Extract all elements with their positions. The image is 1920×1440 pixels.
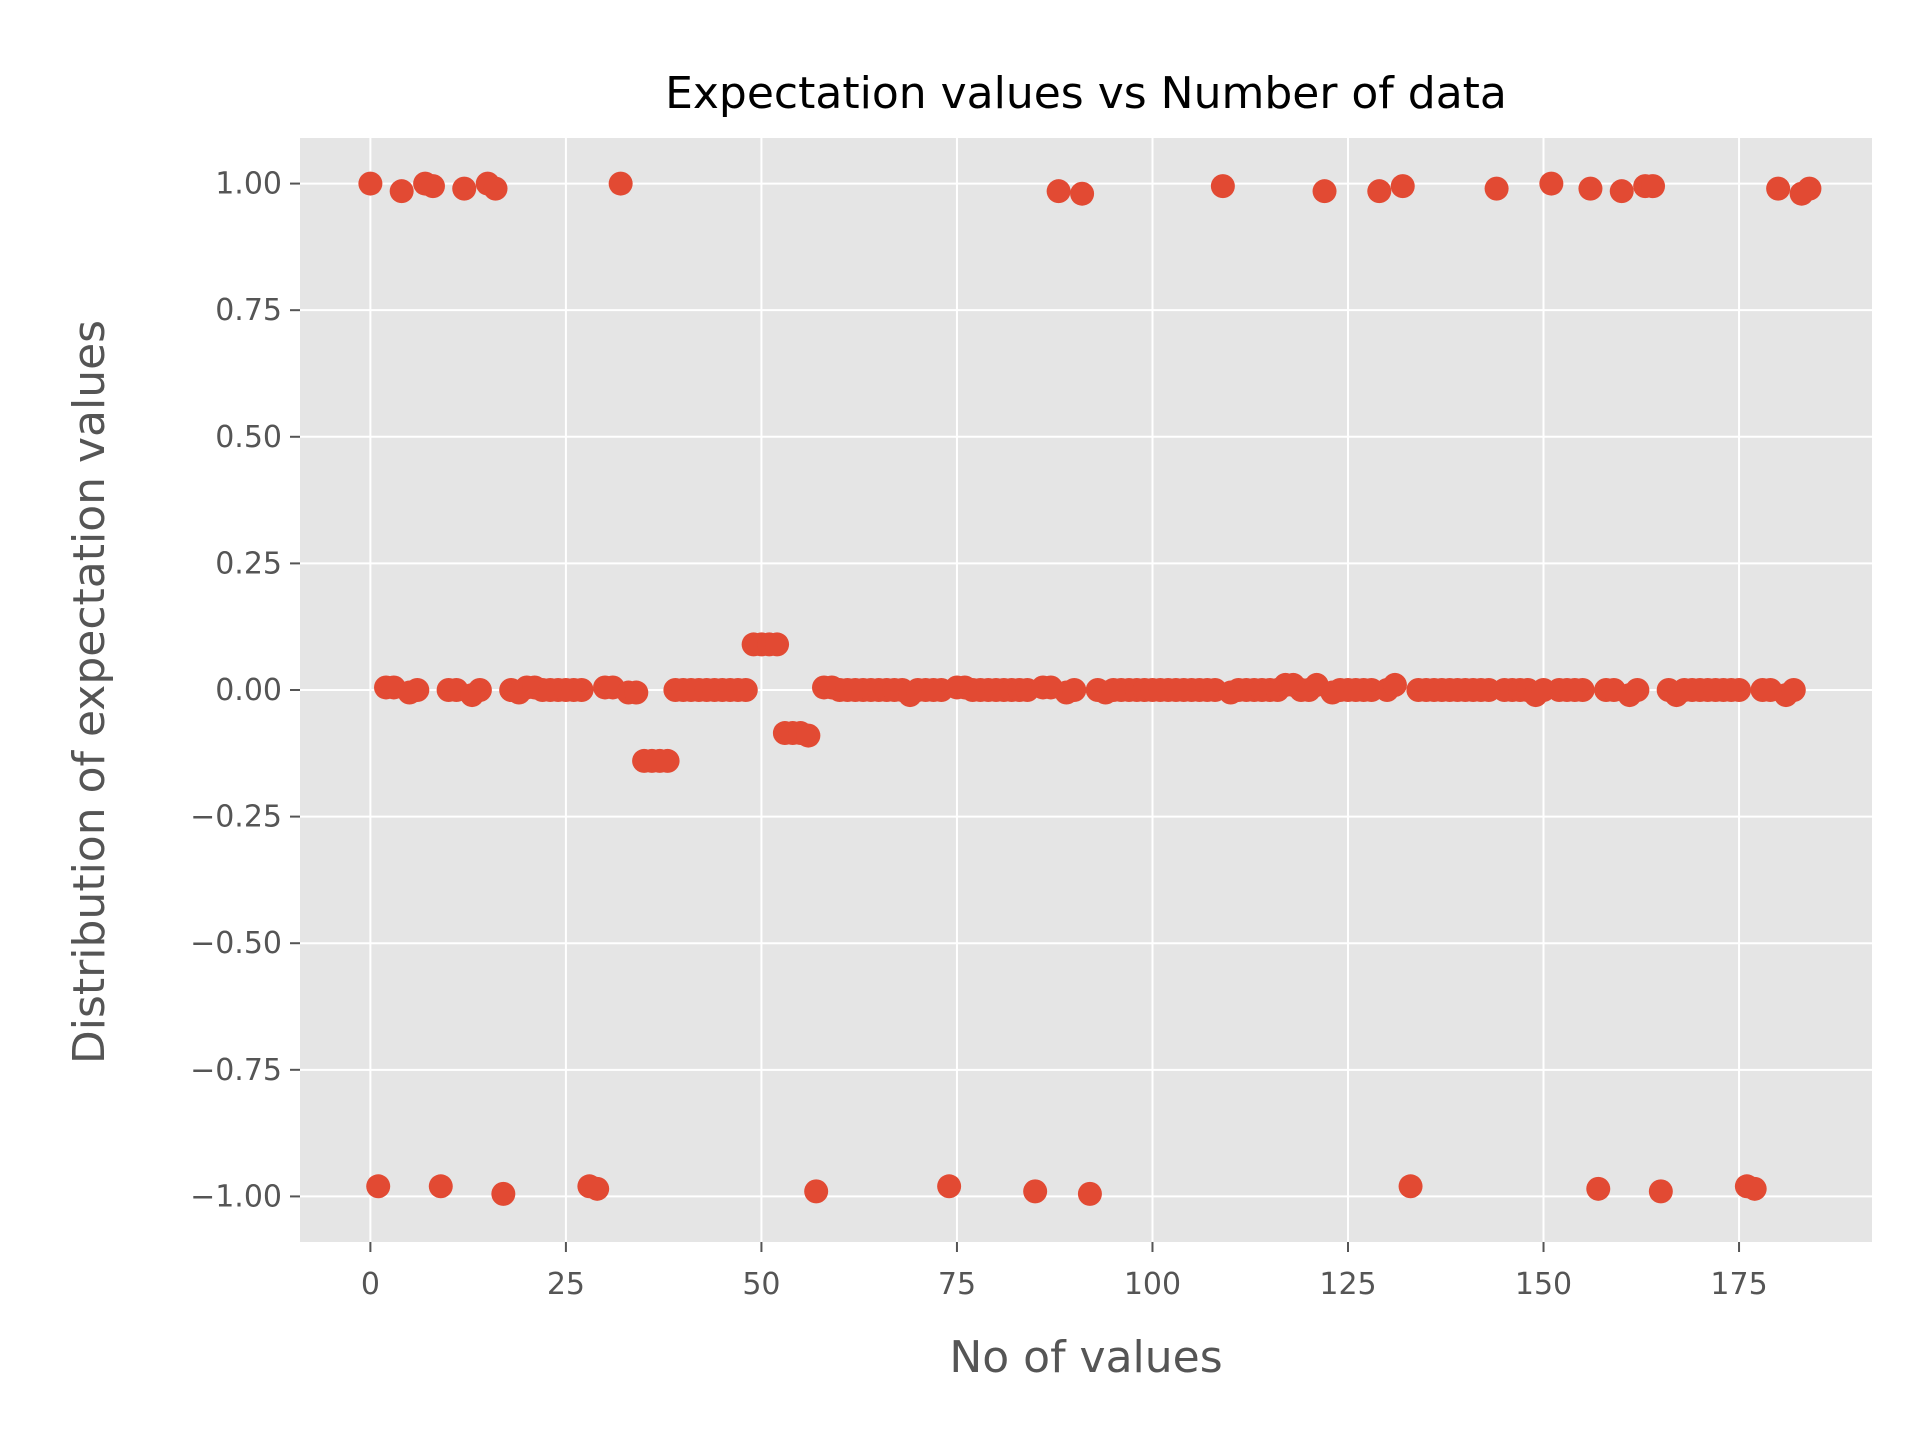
data-point — [1797, 176, 1822, 201]
x-tick-label: 100 — [1124, 1267, 1181, 1302]
data-point — [1367, 179, 1392, 204]
data-point — [1641, 174, 1666, 199]
data-point — [569, 678, 594, 702]
data-point — [491, 1181, 516, 1206]
y-tick-label: 1.00 — [215, 167, 282, 202]
x-tick-label: 150 — [1515, 1267, 1572, 1302]
data-point — [467, 678, 492, 702]
y-tick-label: 0.75 — [215, 293, 282, 328]
data-point — [389, 179, 414, 204]
y-axis-ticks: 1.00 0.75 0.50 0.25 0.00 −0.25 −0.50 −0.75 −1.00 — [190, 167, 300, 1214]
x-tick-label: 75 — [938, 1267, 976, 1302]
x-axis-label: No of values — [949, 1332, 1222, 1383]
data-point — [733, 678, 758, 702]
data-point — [608, 171, 633, 196]
data-point — [452, 176, 477, 201]
data-point — [1766, 176, 1791, 201]
data-point — [1390, 174, 1415, 199]
data-point — [585, 1176, 610, 1201]
x-tick-label: 50 — [742, 1267, 780, 1302]
data-point — [1648, 1179, 1673, 1204]
data-point — [1625, 678, 1650, 702]
data-point — [1609, 179, 1634, 204]
gridlines — [300, 138, 1872, 1242]
y-tick-label: −1.00 — [190, 1179, 282, 1214]
data-point — [358, 171, 383, 196]
data-points — [358, 171, 1822, 1206]
data-point — [428, 1174, 453, 1199]
x-tick-label: 25 — [547, 1267, 585, 1302]
data-point — [765, 632, 790, 657]
y-tick-label: 0.25 — [215, 546, 282, 581]
data-point — [1742, 1176, 1767, 1201]
x-axis-ticks: 0 25 50 75 100 125 150 175 — [361, 1242, 1768, 1302]
data-point — [1578, 176, 1603, 201]
data-point — [937, 1174, 962, 1199]
data-point — [483, 176, 508, 201]
data-point — [655, 748, 680, 773]
y-tick-label: −0.50 — [190, 926, 282, 961]
data-point — [1727, 678, 1752, 702]
data-point — [1312, 179, 1337, 204]
data-point — [1586, 1176, 1611, 1201]
data-point — [1398, 1174, 1423, 1199]
y-tick-label: 0.50 — [215, 420, 282, 455]
data-point — [420, 174, 445, 199]
x-tick-label: 175 — [1710, 1267, 1767, 1302]
chart-title: Expectation values vs Number of data — [665, 68, 1507, 119]
data-point — [1023, 1179, 1048, 1204]
y-tick-label: −0.75 — [190, 1053, 282, 1088]
y-tick-label: 0.00 — [215, 673, 282, 708]
data-point — [1077, 1181, 1102, 1206]
y-axis-label: Distribution of expectation values — [64, 320, 115, 1064]
x-tick-label: 0 — [361, 1267, 380, 1302]
data-point — [1781, 678, 1806, 702]
data-point — [1382, 672, 1407, 697]
data-point — [624, 680, 649, 705]
y-tick-label: −0.25 — [190, 800, 282, 835]
data-point — [1210, 174, 1235, 199]
data-point — [804, 1179, 829, 1204]
data-point — [1539, 171, 1564, 196]
data-point — [1570, 678, 1595, 702]
data-point — [796, 723, 821, 748]
data-point — [366, 1174, 391, 1199]
data-point — [405, 678, 430, 702]
x-tick-label: 125 — [1319, 1267, 1376, 1302]
data-point — [1046, 179, 1071, 204]
data-point — [1062, 678, 1087, 702]
data-point — [1070, 181, 1095, 206]
data-point — [1484, 176, 1509, 201]
